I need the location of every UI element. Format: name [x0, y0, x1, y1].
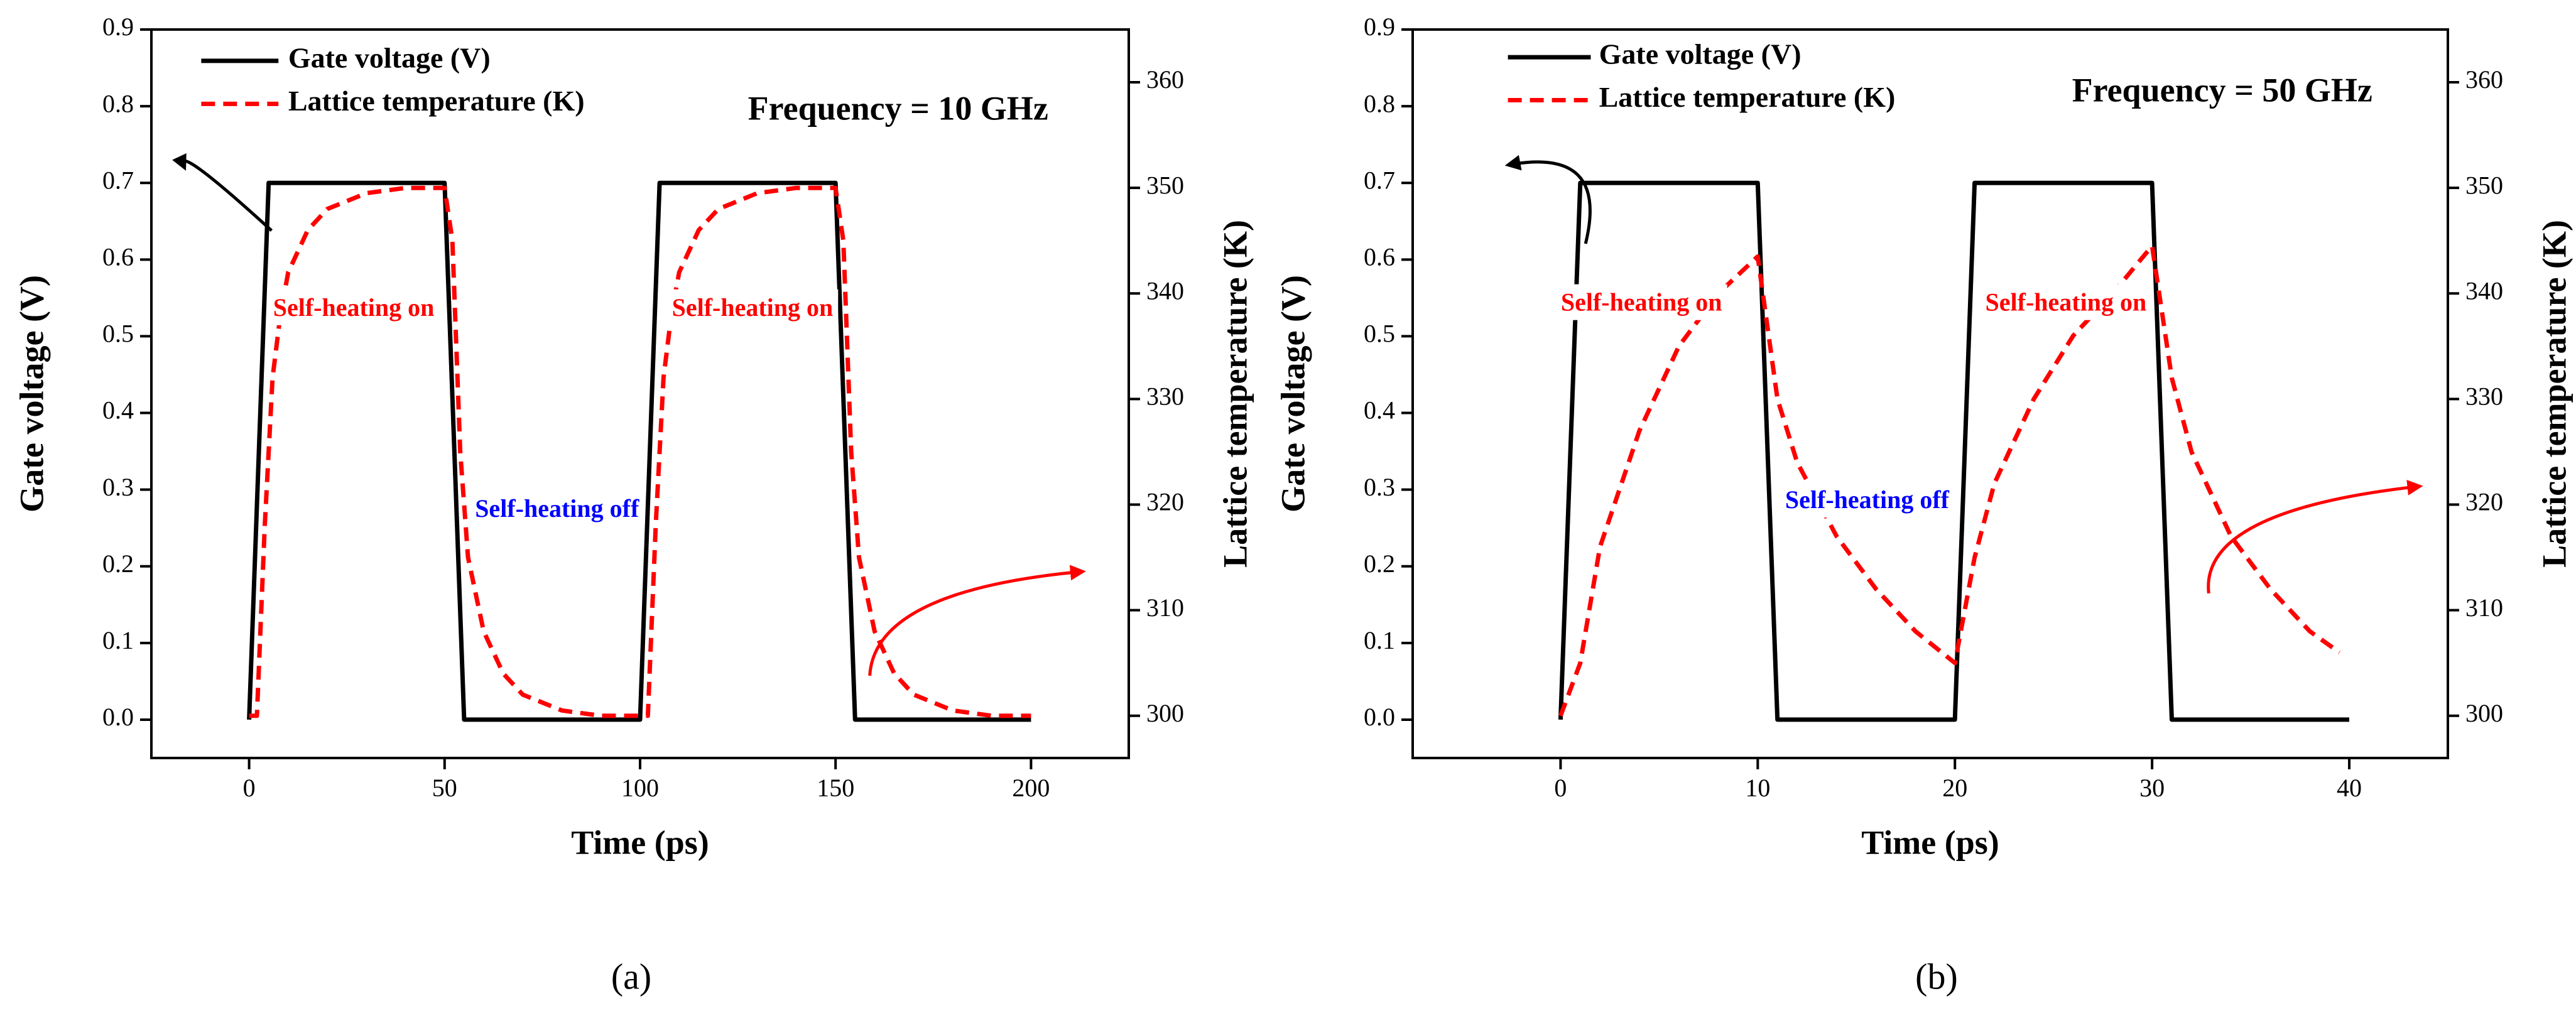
y2-tick-label: 350 — [2465, 171, 2503, 199]
plot-frame — [150, 28, 1130, 759]
y2-tick-label: 300 — [1146, 699, 1184, 727]
legend-label: Lattice temperature (K) — [1599, 81, 1896, 113]
annotation: Self-heating off — [1785, 485, 1950, 514]
series-line — [247, 180, 1031, 722]
y2-tick-label: 330 — [1146, 382, 1184, 411]
annotation-bg — [1555, 284, 1727, 320]
arrow — [1504, 154, 1592, 244]
y-tick-label: 0.1 — [1364, 626, 1395, 654]
annotation: Frequency = 10 GHz — [748, 89, 1048, 127]
arrow — [868, 565, 1086, 676]
y-tick-label: 0.2 — [1364, 550, 1395, 578]
annotation-bg — [1980, 284, 2152, 320]
plot-frame — [1411, 28, 2449, 759]
y2-tick-label: 360 — [2465, 65, 2503, 94]
y-tick-label: 0.9 — [1364, 13, 1395, 41]
y-tick-label: 0.6 — [102, 242, 134, 271]
y2-tick-label: 360 — [1146, 65, 1184, 94]
annotation: Self-heating off — [475, 494, 639, 523]
x-tick-label: 0 — [1554, 774, 1567, 802]
y-tick-label: 0.7 — [102, 166, 134, 194]
annotation: Frequency = 50 GHz — [2072, 71, 2372, 109]
annotation: Self-heating on — [1986, 288, 2147, 317]
annotation: Self-heating on — [273, 293, 435, 322]
y2-tick-label: 310 — [2465, 593, 2503, 622]
y2-tick-label: 340 — [1146, 276, 1184, 305]
y2-tick-label: 330 — [2465, 382, 2503, 411]
y2-axis-label: Lattice temperature (K) — [2535, 220, 2573, 568]
y-tick-label: 0.1 — [102, 626, 134, 654]
y-tick-label: 0.4 — [102, 396, 134, 425]
y2-tick-label: 320 — [2465, 488, 2503, 516]
x-tick-label: 50 — [432, 774, 457, 802]
annotation-bg — [470, 490, 644, 526]
y-tick-label: 0.0 — [1364, 703, 1395, 731]
y-tick-label: 0.6 — [1364, 242, 1395, 271]
y2-tick-label: 300 — [2465, 699, 2503, 727]
x-tick-label: 0 — [243, 774, 256, 802]
x-tick-label: 20 — [1942, 774, 1967, 802]
series-line — [1558, 244, 2341, 717]
arrow — [172, 153, 273, 232]
y-tick-label: 0.3 — [1364, 473, 1395, 501]
x-tick-label: 100 — [621, 774, 659, 802]
y-tick-label: 0.4 — [1364, 396, 1395, 425]
annotation-bg — [268, 289, 440, 325]
y-tick-label: 0.3 — [102, 473, 134, 501]
panel-label: (b) — [1915, 956, 1958, 997]
y-tick-label: 0.5 — [1364, 320, 1395, 348]
y-tick-label: 0.2 — [102, 550, 134, 578]
y-axis-label: Gate voltage (V) — [13, 275, 50, 512]
y-tick-label: 0.7 — [1364, 166, 1395, 194]
x-tick-label: 150 — [817, 774, 854, 802]
x-tick-label: 10 — [1745, 774, 1770, 802]
y2-axis-label: Lattice temperature (K) — [1216, 220, 1254, 568]
y-tick-label: 0.8 — [102, 89, 134, 117]
x-tick-label: 40 — [2337, 774, 2362, 802]
legend-label: Gate voltage (V) — [1599, 38, 1802, 70]
y2-tick-label: 310 — [1146, 593, 1184, 622]
x-axis-label: Time (ps) — [1861, 823, 1999, 861]
y-tick-label: 0.0 — [102, 703, 134, 731]
annotation: Self-heating on — [1561, 288, 1722, 317]
y2-tick-label: 320 — [1146, 488, 1184, 516]
series-line — [249, 185, 1031, 718]
y-tick-label: 0.5 — [102, 320, 134, 348]
y-tick-label: 0.9 — [102, 13, 134, 41]
annotation-bg — [666, 289, 839, 325]
y-tick-label: 0.8 — [1364, 89, 1395, 117]
x-tick-label: 30 — [2139, 774, 2165, 802]
annotation-bg — [1780, 482, 1955, 518]
annotation: Self-heating on — [672, 293, 834, 322]
legend-label: Gate voltage (V) — [288, 41, 491, 73]
series-line — [1558, 180, 2349, 722]
panel-label: (a) — [611, 956, 651, 997]
y2-tick-label: 350 — [1146, 171, 1184, 199]
x-tick-label: 200 — [1012, 774, 1050, 802]
x-axis-label: Time (ps) — [571, 823, 709, 861]
legend-label: Lattice temperature (K) — [288, 85, 585, 117]
y2-tick-label: 340 — [2465, 276, 2503, 305]
arrow — [2207, 480, 2423, 594]
y-axis-label: Gate voltage (V) — [1274, 275, 1312, 512]
